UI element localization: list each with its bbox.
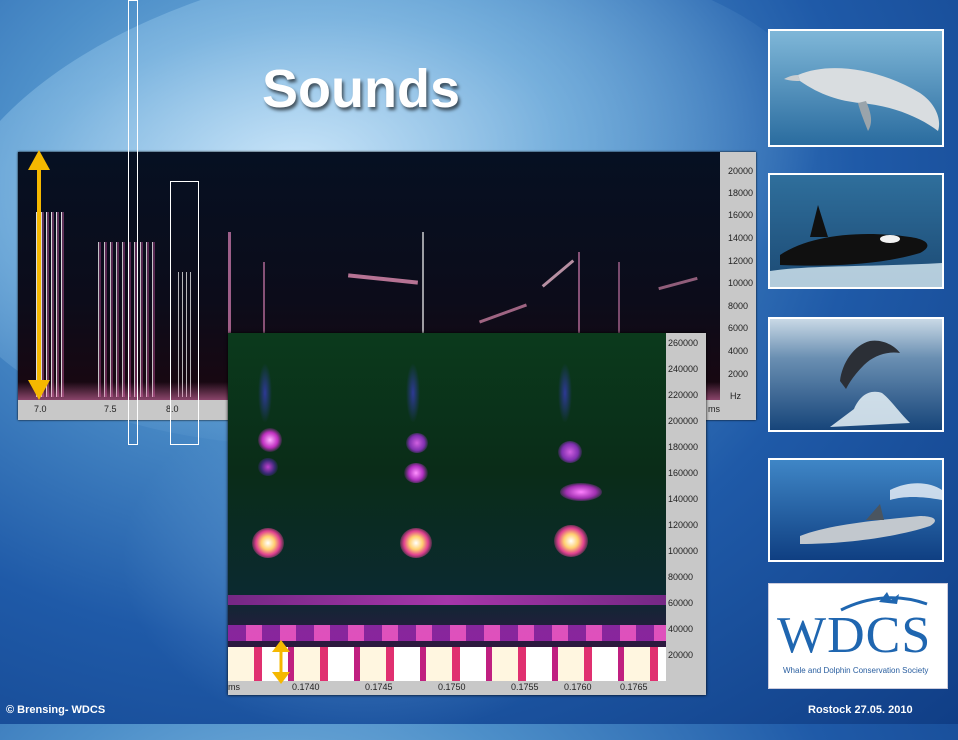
x-tick-label: 0.1750 — [438, 682, 466, 692]
y-tick-label: 180000 — [668, 442, 699, 452]
click-train — [178, 272, 194, 397]
whistle-contour — [541, 259, 575, 288]
y-tick-label: 200000 — [668, 416, 699, 426]
click-energy — [558, 441, 582, 463]
logo-subtitle: Whale and Dolphin Conservation Society — [783, 666, 929, 675]
click-peak — [252, 528, 284, 558]
y-tick-label: 16000 — [728, 210, 754, 220]
whistle-contour — [658, 276, 698, 291]
click-energy — [558, 363, 572, 423]
click-line — [578, 252, 580, 397]
orca-photo — [768, 173, 944, 289]
y-tick-label: 220000 — [668, 390, 699, 400]
y-tick-label: 12000 — [728, 256, 754, 266]
noise-band — [228, 595, 666, 605]
y-tick-label: 20000 — [668, 650, 694, 660]
x-tick-label: 7.0 — [34, 404, 47, 414]
x-tick-label: 7.5 — [104, 404, 117, 414]
y-tick-label: 40000 — [668, 624, 694, 634]
click-peak — [400, 528, 432, 558]
click-energy — [406, 363, 420, 423]
click-line — [228, 232, 231, 397]
click-energy — [560, 483, 602, 501]
selection-box-narrow — [128, 0, 138, 445]
y-tick-label: 260000 — [668, 338, 699, 348]
x-tick-label: 0.1760 — [564, 682, 592, 692]
x-unit-label: ms — [228, 682, 240, 692]
spectrogram-overview-y-axis: 20000 18000 16000 14000 12000 10000 8000… — [720, 152, 756, 420]
y-tick-label: 80000 — [668, 572, 694, 582]
whistle-contour — [347, 273, 419, 285]
y-tick-label: 240000 — [668, 364, 699, 374]
y-tick-label: 120000 — [668, 520, 699, 530]
y-tick-label: 140000 — [668, 494, 699, 504]
leaping-dolphin-photo — [768, 317, 944, 432]
low-band-arrow-icon — [272, 640, 290, 684]
spectrogram-zoom-y-axis: 260000 240000 220000 200000 180000 16000… — [666, 333, 706, 695]
x-tick-label: 0.1755 — [511, 682, 539, 692]
logo-text: WDCS — [777, 607, 932, 664]
click-line — [422, 232, 424, 397]
click-energy — [404, 463, 428, 483]
spectrogram-zoom: 260000 240000 220000 200000 180000 16000… — [228, 333, 706, 695]
selection-box-click — [170, 181, 199, 445]
spectrogram-overview: 20000 18000 16000 14000 12000 10000 8000… — [18, 152, 756, 420]
frequency-range-arrow-icon — [28, 150, 50, 400]
click-train — [98, 242, 156, 397]
slide-title: Sounds — [262, 59, 460, 119]
click-peak — [554, 525, 588, 557]
x-tick-label: 0.1745 — [365, 682, 393, 692]
click-energy — [258, 428, 282, 452]
swimming-dolphin-photo — [768, 458, 944, 562]
x-tick-label: 8.0 — [166, 404, 179, 414]
click-line — [263, 262, 265, 397]
y-tick-label: 14000 — [728, 233, 754, 243]
click-energy — [258, 458, 278, 476]
y-tick-label: 6000 — [728, 323, 749, 333]
y-tick-label: 100000 — [668, 546, 699, 556]
spectrogram-zoom-plot — [228, 333, 666, 681]
x-tick-label: 0.1765 — [620, 682, 648, 692]
dolphin-photo — [768, 29, 944, 147]
y-tick-label: 18000 — [728, 188, 754, 198]
y-unit-label: Hz — [730, 391, 741, 401]
x-unit-label: ms — [708, 404, 720, 414]
y-tick-label: 4000 — [728, 346, 749, 356]
footer-date: Rostock 27.05. 2010 — [808, 704, 913, 716]
whistle-contour — [478, 303, 528, 324]
y-tick-label: 160000 — [668, 468, 699, 478]
whale-tail-logo-icon — [840, 592, 928, 612]
footer-copyright: © Brensing- WDCS — [6, 704, 106, 716]
spectrogram-zoom-x-axis: ms 0.1740 0.1745 0.1750 0.1755 0.1760 0.… — [228, 681, 666, 695]
click-line — [618, 262, 620, 397]
y-tick-label: 10000 — [728, 278, 754, 288]
wdcs-logo: WDCS Whale and Dolphin Conservation Soci… — [768, 583, 948, 689]
noise-band — [228, 625, 666, 641]
click-energy — [406, 433, 428, 453]
y-tick-label: 8000 — [728, 301, 749, 311]
x-tick-label: 0.1740 — [292, 682, 320, 692]
low-frequency-band — [228, 647, 666, 681]
y-tick-label: 2000 — [728, 369, 749, 379]
y-tick-label: 60000 — [668, 598, 694, 608]
click-energy — [258, 363, 272, 423]
y-tick-label: 20000 — [728, 166, 754, 176]
